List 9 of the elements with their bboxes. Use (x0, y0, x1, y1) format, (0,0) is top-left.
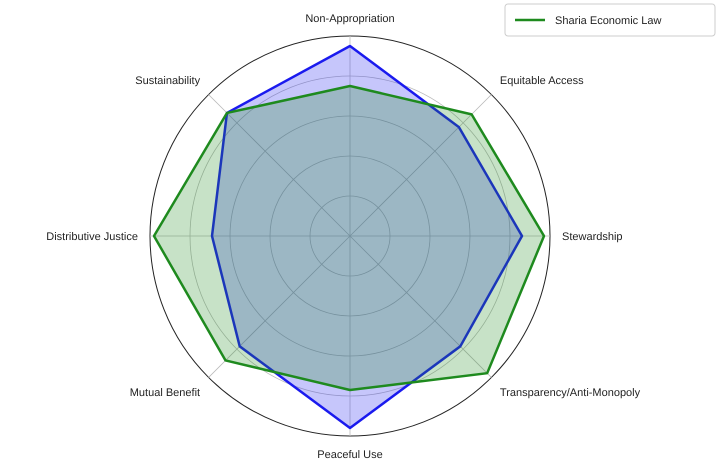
spoke-label: Equitable Access (500, 74, 584, 87)
legend-label: Sharia Economic Law (555, 15, 662, 27)
spoke-label: Stewardship (562, 230, 623, 243)
spoke-label: Distributive Justice (46, 230, 138, 243)
spoke-label: Peaceful Use (317, 448, 383, 461)
spoke-label: Non-Appropriation (305, 12, 395, 25)
spoke-label: Sustainability (135, 74, 201, 87)
spoke-label: Mutual Benefit (130, 386, 200, 399)
spoke-label: Transparency/Anti-Monopoly (500, 386, 641, 399)
